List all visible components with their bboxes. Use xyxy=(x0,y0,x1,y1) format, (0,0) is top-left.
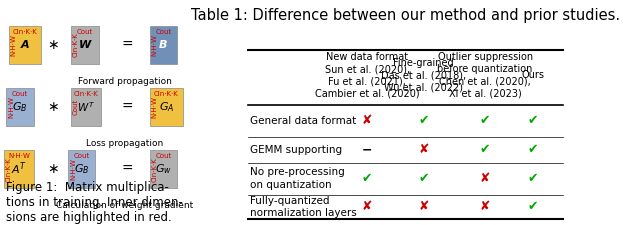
Text: ✘: ✘ xyxy=(362,200,372,214)
Text: N·H·W: N·H·W xyxy=(152,96,157,118)
Text: Loss propagation: Loss propagation xyxy=(86,139,164,148)
Text: Fine-grained
Das et al. (2018),
Wu et al. (2022): Fine-grained Das et al. (2018), Wu et al… xyxy=(381,58,467,93)
FancyBboxPatch shape xyxy=(70,26,99,64)
Text: General data format: General data format xyxy=(250,116,356,126)
Text: =: = xyxy=(122,162,133,176)
Text: Ours: Ours xyxy=(522,70,545,80)
Text: ✔: ✔ xyxy=(528,114,538,127)
Text: W: W xyxy=(79,40,91,50)
FancyBboxPatch shape xyxy=(150,88,184,126)
Text: ∗: ∗ xyxy=(47,100,59,114)
Text: $A^T$: $A^T$ xyxy=(11,161,28,178)
Text: A: A xyxy=(20,40,29,50)
Text: Cin·K·K: Cin·K·K xyxy=(74,91,98,97)
Text: N·H·W: N·H·W xyxy=(152,34,157,56)
FancyBboxPatch shape xyxy=(150,26,177,64)
Text: $G_w$: $G_w$ xyxy=(155,162,172,176)
Text: ✔: ✔ xyxy=(528,172,538,185)
Text: Cout: Cout xyxy=(72,99,79,115)
Text: Cout: Cout xyxy=(12,91,28,97)
Text: ✔: ✔ xyxy=(419,114,429,127)
Text: Cout: Cout xyxy=(155,153,172,159)
Text: Fully-quantized
normalization layers: Fully-quantized normalization layers xyxy=(250,196,356,218)
Text: ✘: ✘ xyxy=(480,200,490,214)
Text: ∗: ∗ xyxy=(47,38,59,52)
Text: N·H·W: N·H·W xyxy=(11,34,17,56)
Text: Cin·K·K: Cin·K·K xyxy=(152,157,157,182)
FancyBboxPatch shape xyxy=(9,26,41,64)
FancyBboxPatch shape xyxy=(68,150,95,188)
Text: $G_B$: $G_B$ xyxy=(12,100,28,114)
Text: Cin·K·K: Cin·K·K xyxy=(6,157,12,182)
FancyBboxPatch shape xyxy=(150,150,177,188)
Text: $G_A$: $G_A$ xyxy=(159,100,174,114)
Text: ✘: ✘ xyxy=(362,114,372,127)
Text: Cout: Cout xyxy=(77,29,93,34)
Text: ✔: ✔ xyxy=(480,114,490,127)
Text: Cin·K·K: Cin·K·K xyxy=(13,29,37,34)
Text: $G_B$: $G_B$ xyxy=(74,162,90,176)
Text: ✘: ✘ xyxy=(419,143,429,156)
Text: ✔: ✔ xyxy=(528,200,538,214)
Text: ✔: ✔ xyxy=(480,143,490,156)
Text: Cin·K·K: Cin·K·K xyxy=(154,91,179,97)
Text: B: B xyxy=(159,40,168,50)
Text: N·H·W: N·H·W xyxy=(8,96,14,118)
Text: =: = xyxy=(122,38,133,52)
Text: N·H·W: N·H·W xyxy=(8,153,30,159)
Text: No pre-processing
on quantization: No pre-processing on quantization xyxy=(250,167,345,190)
Text: GEMM supporting: GEMM supporting xyxy=(250,145,342,155)
Text: ✔: ✔ xyxy=(362,172,372,185)
Text: Calculation of weight gradient: Calculation of weight gradient xyxy=(56,201,193,210)
Text: Cin·K·K: Cin·K·K xyxy=(72,32,79,57)
FancyBboxPatch shape xyxy=(4,150,35,188)
Text: ∗: ∗ xyxy=(47,162,59,176)
Text: Figure 1:  Matrix multiplica-
tions in training. Inner dimen-
sions are highligh: Figure 1: Matrix multiplica- tions in tr… xyxy=(6,181,183,224)
Text: Cout: Cout xyxy=(74,153,90,159)
Text: N·H·W: N·H·W xyxy=(70,158,76,180)
Text: Outlier suppression
before quantization
Chen et al. (2020),
Xi et al. (2023): Outlier suppression before quantization … xyxy=(437,52,532,99)
Text: New data format
Sun et al. (2020),
Fu et al. (2021),
Cambier et al. (2020): New data format Sun et al. (2020), Fu et… xyxy=(315,52,419,99)
FancyBboxPatch shape xyxy=(70,88,101,126)
Text: ✘: ✘ xyxy=(419,200,429,214)
Text: $W^T$: $W^T$ xyxy=(77,100,95,114)
FancyBboxPatch shape xyxy=(6,88,34,126)
Text: Cout: Cout xyxy=(155,29,172,34)
Text: ✔: ✔ xyxy=(528,143,538,156)
Text: =: = xyxy=(122,100,133,114)
Text: −: − xyxy=(362,143,372,156)
Text: Table 1: Difference between our method and prior studies.: Table 1: Difference between our method a… xyxy=(191,8,620,23)
Text: ✘: ✘ xyxy=(480,172,490,185)
Text: ✔: ✔ xyxy=(419,172,429,185)
Text: Forward propagation: Forward propagation xyxy=(78,77,172,86)
